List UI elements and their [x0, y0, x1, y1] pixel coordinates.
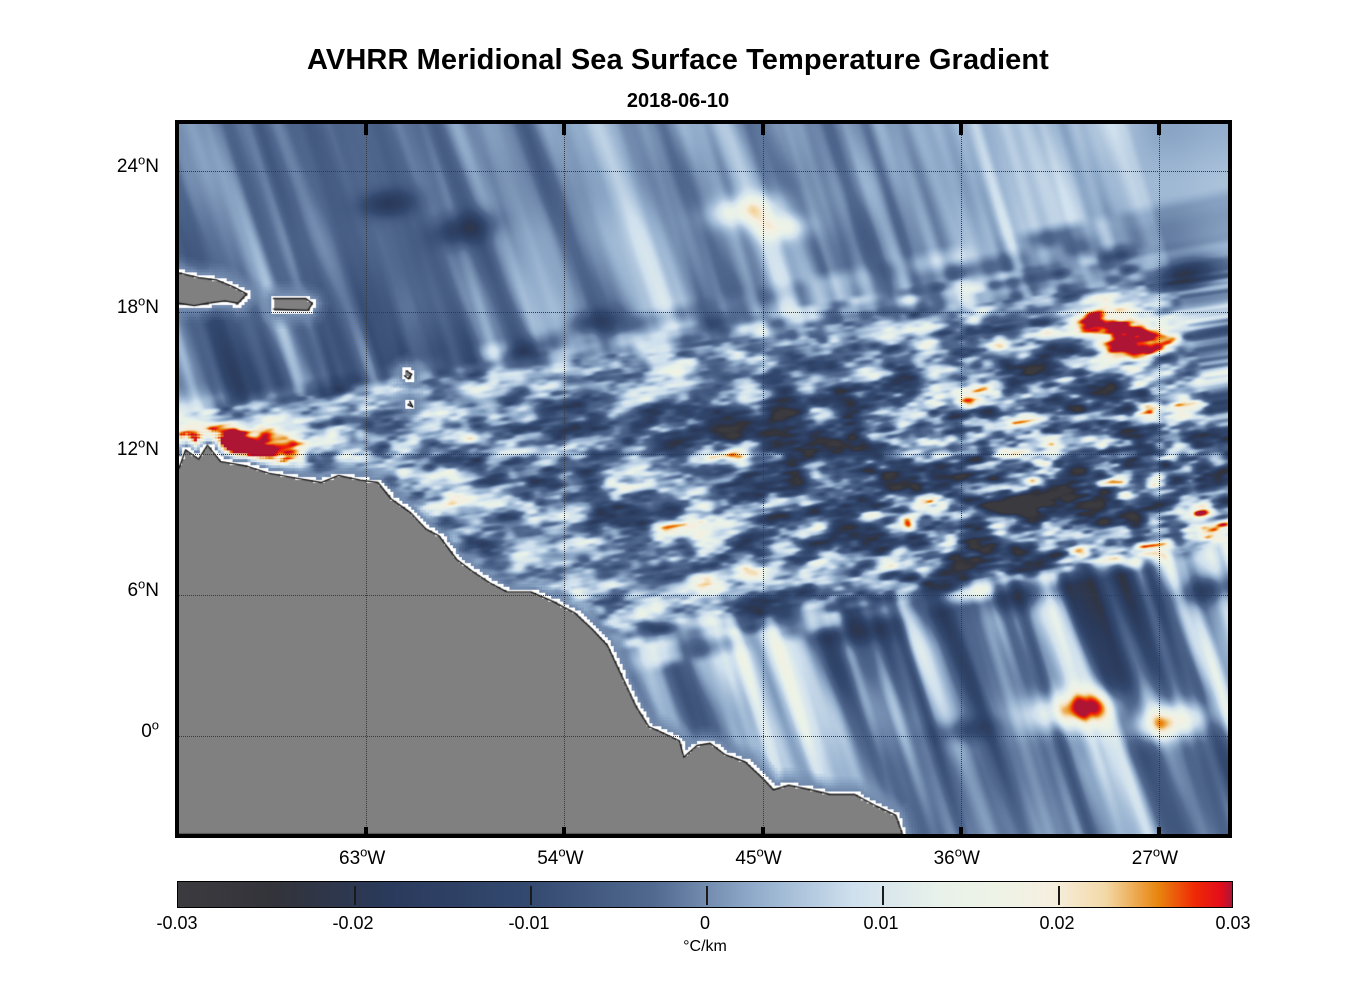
- colorbar-tick: [530, 886, 532, 905]
- colorbar-tick-label: 0.02: [1039, 913, 1075, 933]
- axis-label-lat: 18oN: [116, 293, 159, 319]
- colorbar-tick-label: -0.02: [332, 913, 374, 933]
- tick-lat: [175, 310, 179, 314]
- colorbar-tick: [1058, 886, 1060, 905]
- axis-label-lon: 36oW: [933, 844, 980, 869]
- tick-lon-top: [364, 124, 369, 135]
- colorbar-tick-label: -0.03: [156, 913, 198, 933]
- axis-label-lat: 24oN: [116, 152, 159, 178]
- colorbar-tick: [354, 886, 356, 905]
- tick-lon-bottom: [958, 827, 963, 834]
- tick-lon-top: [562, 124, 567, 135]
- axis-label-lat: 0o: [141, 717, 159, 743]
- tick-lon-top: [958, 124, 963, 135]
- page-title: AVHRR Meridional Sea Surface Temperature…: [307, 44, 1049, 76]
- colorbar-tick-label: 0.03: [1215, 913, 1251, 933]
- tick-lon-bottom: [1156, 827, 1161, 834]
- tick-lat: [175, 734, 179, 738]
- tick-lat: [175, 169, 179, 173]
- tick-lon-top: [760, 124, 765, 135]
- colorbar[interactable]: -0.03 -0.02 -0.01 0 0.01 0.02 0.03 °C/km: [156, 881, 1251, 955]
- colorbar-tick-label: 0.01: [863, 913, 899, 933]
- tick-lon-bottom: [562, 827, 567, 834]
- axis-label-lat: 6oN: [127, 576, 159, 601]
- tick-lon-bottom: [760, 827, 765, 834]
- colorbar-tick: [706, 886, 708, 905]
- axis-label-lon: 63oW: [339, 844, 386, 869]
- tick-lon-top: [1156, 124, 1161, 135]
- tick-lat: [175, 452, 179, 456]
- sst-gradient-raster: [179, 124, 1228, 834]
- colorbar-tick-label: -0.01: [508, 913, 550, 933]
- colorbar-gradient: [177, 881, 1233, 908]
- axis-label-lon: 27oW: [1131, 844, 1179, 869]
- colorbar-tick-label: 0: [699, 913, 711, 933]
- axis-label-lon: 45oW: [735, 844, 782, 869]
- colorbar-unit-label: °C/km: [683, 938, 727, 955]
- axis-label-lat: 12oN: [116, 435, 159, 460]
- axis-label-lon: 54oW: [537, 844, 584, 869]
- figure-subtitle: 2018-06-10: [626, 90, 730, 112]
- map-plot-area[interactable]: [175, 120, 1232, 838]
- colorbar-tick: [882, 886, 884, 905]
- tick-lon-bottom: [364, 827, 369, 834]
- tick-lat: [175, 593, 179, 597]
